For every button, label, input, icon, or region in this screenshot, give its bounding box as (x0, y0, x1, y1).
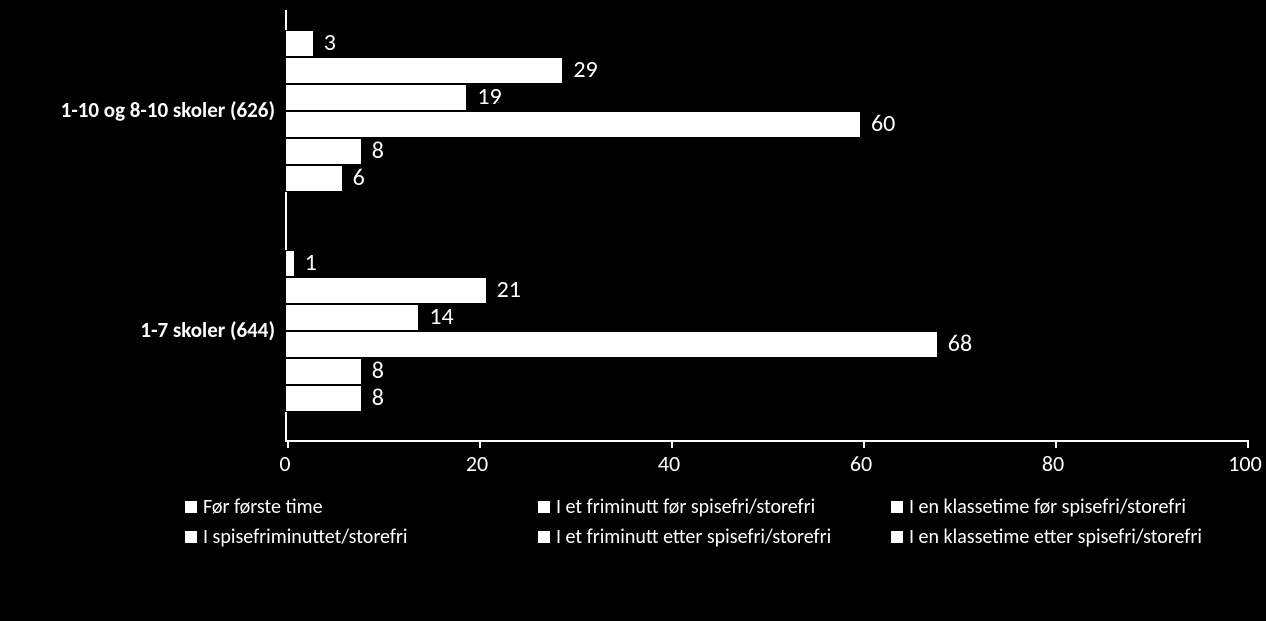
bar (285, 385, 362, 412)
bar-value-label: 8 (372, 356, 384, 385)
legend-swatch-icon (538, 501, 550, 513)
x-tick-label: 60 (850, 450, 872, 477)
x-tick (287, 440, 289, 448)
bar-value-label: 6 (353, 163, 365, 192)
bar (285, 57, 563, 84)
bar (285, 30, 314, 57)
bar-value-label: 1 (305, 248, 317, 277)
legend-item-0: Før første time (185, 495, 538, 519)
legend: Før første time I et friminutt før spise… (185, 495, 1245, 555)
legend-item-2: I en klassetime før spisefri/storefri (891, 495, 1244, 519)
legend-label-5: I en klassetime etter spisefri/storefri (909, 525, 1202, 549)
bar-value-label: 29 (573, 55, 597, 84)
bar-value-label: 8 (372, 136, 384, 165)
x-tick (671, 440, 673, 448)
bar-value-label: 19 (477, 82, 501, 111)
category-label-1: 1-7 skoler (644) (0, 317, 275, 345)
legend-swatch-icon (538, 531, 550, 543)
x-tick-label: 80 (1042, 450, 1064, 477)
legend-item-1: I et friminutt før spisefri/storefri (538, 495, 891, 519)
bar-value-label: 8 (372, 383, 384, 412)
category-label-1-text: 1-7 skoler (644) (140, 317, 275, 343)
legend-swatch-icon (891, 501, 903, 513)
bar-value-label: 14 (429, 302, 453, 331)
legend-item-5: I en klassetime etter spisefri/storefri (891, 525, 1244, 549)
bar-value-label: 21 (497, 275, 521, 304)
x-tick (479, 440, 481, 448)
x-tick-label: 20 (466, 450, 488, 477)
bar (285, 138, 362, 165)
bar (285, 277, 487, 304)
category-label-0: 1-10 og 8-10 skoler (626) (0, 97, 275, 125)
x-tick (863, 440, 865, 448)
bar-value-label: 60 (871, 109, 895, 138)
chart-container: 1-10 og 8-10 skoler (626) 1-7 skoler (64… (0, 0, 1266, 621)
legend-item-4: I et friminutt etter spisefri/storefri (538, 525, 891, 549)
bar (285, 250, 295, 277)
legend-label-2: I en klassetime før spisefri/storefri (909, 495, 1186, 519)
bar (285, 331, 938, 358)
legend-item-3: I spisefriminuttet/storefri (185, 525, 538, 549)
bar-value-label: 68 (948, 329, 972, 358)
legend-swatch-icon (185, 531, 197, 543)
x-tick (1247, 440, 1249, 448)
x-tick-label: 0 (279, 450, 290, 477)
legend-swatch-icon (185, 501, 197, 513)
bar-value-label: 3 (324, 28, 336, 57)
category-label-0-text: 1-10 og 8-10 skoler (626) (61, 97, 275, 123)
bar (285, 358, 362, 385)
x-tick (1055, 440, 1057, 448)
x-tick-label: 40 (658, 450, 680, 477)
legend-label-1: I et friminutt før spisefri/storefri (556, 495, 815, 519)
x-tick-label: 100 (1228, 450, 1261, 477)
bar (285, 84, 467, 111)
bar (285, 304, 419, 331)
bar (285, 111, 861, 138)
legend-label-4: I et friminutt etter spisefri/storefri (556, 525, 831, 549)
bar (285, 165, 343, 192)
legend-label-3: I spisefriminuttet/storefri (203, 525, 407, 549)
legend-label-0: Før første time (203, 495, 323, 519)
legend-swatch-icon (891, 531, 903, 543)
